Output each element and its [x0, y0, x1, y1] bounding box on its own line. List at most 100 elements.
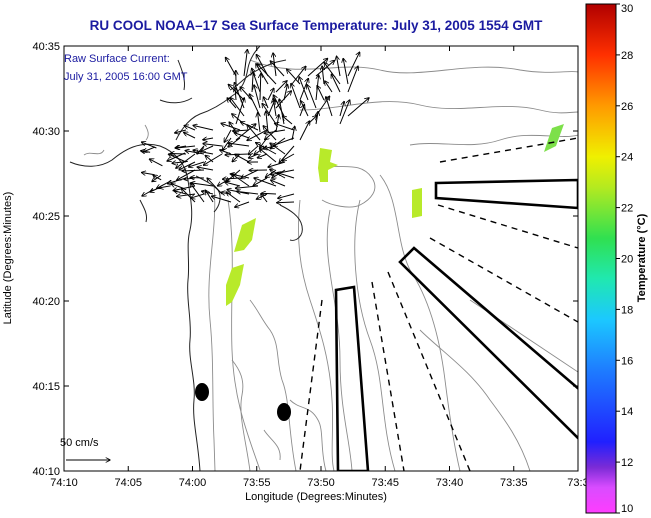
colorbar-tick-label: 16 — [621, 355, 633, 367]
current-vector — [273, 137, 295, 146]
x-tick-label: 74:00 — [179, 477, 207, 489]
current-vector — [264, 129, 286, 133]
sst-patch-north — [318, 148, 338, 182]
current-vector — [263, 126, 277, 141]
current-vector — [168, 154, 187, 163]
x-axis-label: Longitude (Degrees:Minutes) — [245, 491, 387, 503]
current-vector — [347, 98, 369, 117]
current-vector — [283, 84, 287, 101]
current-timestamp: July 31, 2005 16:00 GMT — [64, 71, 188, 83]
current-vector — [262, 104, 277, 125]
radar-beam-dashed-lines — [299, 137, 578, 471]
bathymetry-contours — [83, 59, 578, 471]
current-vector — [142, 189, 154, 196]
current-vector — [193, 125, 214, 131]
current-vector — [167, 152, 186, 161]
current-vector — [152, 175, 162, 181]
current-vector — [275, 123, 295, 131]
current-vector — [271, 180, 286, 187]
x-tick-label: 73:3 — [567, 477, 588, 489]
current-vector — [282, 153, 295, 161]
y-tick-label: 40:30 — [32, 126, 60, 138]
y-tick-label: 40:15 — [32, 381, 60, 393]
current-vector — [275, 81, 287, 93]
current-vector — [229, 122, 237, 133]
current-vector — [275, 115, 279, 133]
current-vector — [257, 153, 268, 158]
current-vector — [203, 138, 214, 140]
beam-wedge-east — [434, 178, 578, 210]
current-vector — [193, 150, 214, 155]
current-vector — [189, 161, 205, 167]
current-vector — [206, 190, 214, 203]
current-label: Raw Surface Current: — [64, 53, 170, 65]
x-tick-label: 73:45 — [371, 477, 399, 489]
x-tick-label: 73:40 — [436, 477, 464, 489]
sst-patch-west1 — [234, 218, 256, 252]
current-vector — [299, 77, 309, 101]
current-vector — [207, 178, 223, 195]
map-plot-area — [64, 46, 578, 471]
station-marker-1 — [195, 383, 209, 401]
current-vector — [176, 146, 196, 148]
current-vector — [228, 84, 245, 101]
current-vector — [225, 182, 241, 187]
colorbar-tick-label: 26 — [621, 101, 633, 113]
current-vector — [252, 68, 261, 93]
current-vector — [277, 202, 295, 203]
sst-patch-west2 — [226, 264, 244, 306]
current-vector — [181, 188, 196, 203]
current-vector — [247, 125, 261, 141]
current-vector — [316, 111, 318, 125]
current-vector — [331, 74, 341, 93]
current-vector — [307, 85, 317, 109]
current-vector — [339, 100, 350, 125]
current-vector — [234, 83, 245, 109]
current-vector — [267, 88, 274, 101]
current-vector — [347, 52, 360, 77]
current-vector — [343, 58, 349, 85]
current-vector — [252, 72, 253, 93]
beam-wedge-south — [334, 285, 370, 471]
current-vector — [337, 56, 341, 77]
current-vector — [191, 183, 214, 187]
colorbar-tick-label: 30 — [621, 3, 633, 15]
current-vector — [177, 169, 196, 180]
current-vector — [226, 192, 241, 203]
station-marker-2 — [277, 403, 291, 421]
current-vector — [257, 64, 277, 85]
colorbar-ramp — [585, 3, 617, 514]
current-vector — [291, 66, 306, 85]
current-vector — [235, 186, 259, 188]
current-vector — [301, 101, 309, 117]
colorbar-tick-label: 14 — [621, 406, 633, 418]
current-vector — [322, 66, 324, 85]
current-vector — [270, 61, 285, 77]
sst-patches — [226, 124, 564, 306]
current-vector — [143, 146, 156, 152]
colorbar-tick-label: 18 — [621, 304, 633, 316]
current-vector — [191, 193, 205, 198]
current-vector — [190, 183, 205, 203]
colorbar-tick-label: 28 — [621, 50, 633, 62]
current-vector — [260, 149, 277, 163]
y-tick-label: 40:25 — [32, 211, 60, 223]
scale-label: 50 cm/s — [60, 437, 99, 449]
current-vector — [256, 54, 269, 77]
current-vector — [230, 98, 245, 117]
colorbar-ticks: 10 12 14 16 18 20 22 24 26 28 30 — [616, 3, 633, 515]
current-vector — [278, 193, 295, 198]
x-tick-label: 74:05 — [114, 477, 142, 489]
current-vector — [184, 132, 196, 139]
current-vector — [203, 144, 223, 146]
x-tick-label: 73:50 — [307, 477, 335, 489]
current-vector — [171, 184, 184, 189]
current-vector — [172, 161, 188, 163]
y-axis-label: Latitude (Degrees:Minutes) — [2, 192, 14, 325]
y-tick-label: 40:20 — [32, 296, 60, 308]
colorbar-tick-label: 22 — [621, 203, 633, 215]
current-vector — [243, 50, 247, 77]
sst-patch-east — [544, 124, 564, 152]
colorbar-tick-label: 24 — [621, 152, 633, 164]
current-vector — [175, 130, 187, 133]
